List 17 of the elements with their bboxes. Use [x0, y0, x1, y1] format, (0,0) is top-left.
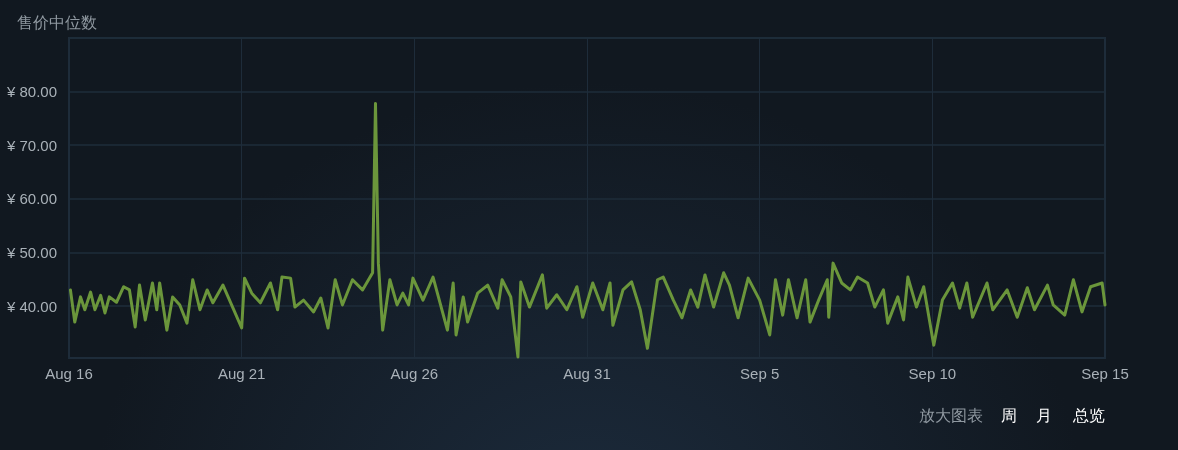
text: 周 [1001, 405, 1017, 425]
y-tick-label: ¥ 80.00 [5, 83, 57, 101]
y-tick-label: ¥ 60.00 [5, 190, 57, 208]
y-tick-label: ¥ 40.00 [5, 297, 57, 315]
x-tick-label: Aug 16 [45, 365, 93, 382]
chart-title: 售价中位数 [17, 12, 97, 32]
x-tick-label: Aug 26 [390, 365, 439, 382]
y-tick-label: ¥ 70.00 [5, 136, 57, 154]
x-tick-label: Aug 21 [217, 365, 266, 382]
x-tick-label: Sep 5 [740, 365, 780, 382]
text: 放大图表 [919, 405, 983, 425]
y-tick-label: ¥ 50.00 [5, 243, 57, 261]
text: 总览 [1072, 405, 1105, 425]
x-tick-label: Aug 31 [563, 365, 611, 382]
x-tick-label: Sep 15 [1081, 365, 1129, 382]
text: 月 [1036, 405, 1052, 425]
x-tick-label: Sep 10 [908, 365, 957, 382]
